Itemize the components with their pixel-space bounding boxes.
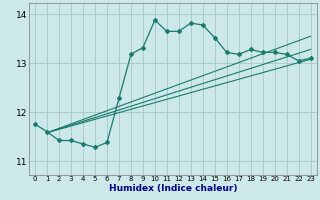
X-axis label: Humidex (Indice chaleur): Humidex (Indice chaleur) [108, 184, 237, 193]
